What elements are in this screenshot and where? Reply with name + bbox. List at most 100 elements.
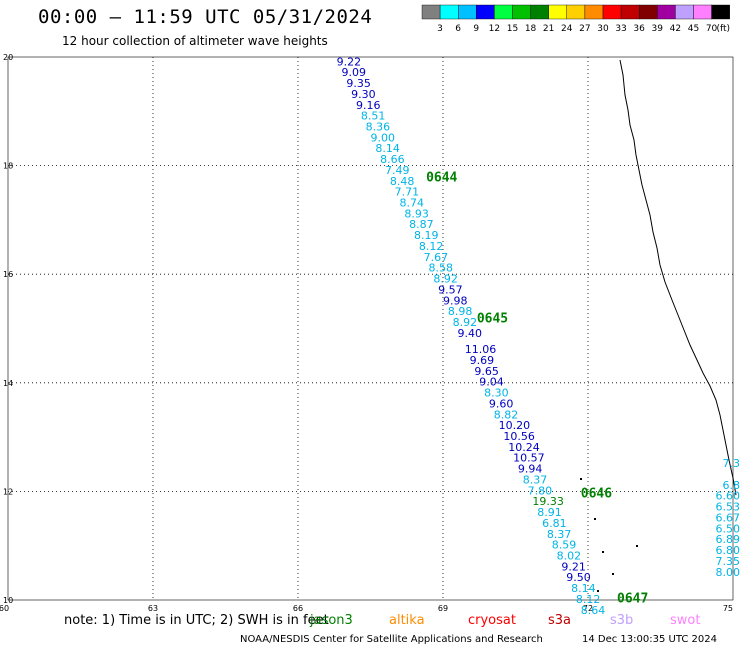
wave-height-label: 9.57 [438, 283, 463, 296]
legend-label: 15 [507, 24, 518, 34]
legend-label: 30 [597, 24, 609, 34]
track-time-label: 0644 [426, 170, 457, 185]
wave-height-label: 8.30 [484, 387, 509, 400]
satellite-s3a: s3a [548, 613, 572, 628]
wave-height-label: 8.00 [716, 566, 740, 579]
wave-height-label: 8.74 [400, 197, 425, 210]
x-tick-label: 75 [723, 604, 733, 613]
wave-height-label: 9.98 [443, 294, 468, 307]
wave-height-label: 9.69 [470, 354, 495, 367]
legend-label: 21 [543, 24, 554, 34]
legend-swatch [711, 4, 730, 20]
wave-height-label: 7.35 [716, 555, 740, 568]
wave-height-label: 11.06 [465, 343, 497, 356]
wave-height-label: 8.92 [433, 273, 458, 286]
page-title: 00:00 – 11:59 UTC 05/31/2024 [38, 6, 373, 28]
y-tick-label: 10 [3, 596, 13, 605]
island [612, 573, 614, 575]
island [594, 518, 596, 520]
wave-height-label: 9.40 [458, 327, 483, 340]
satellite-s3b: s3b [610, 613, 634, 628]
wave-height-label: 6.50 [716, 522, 740, 535]
y-tick-label: 14 [3, 379, 13, 388]
wave-height-label: 8.92 [453, 316, 478, 329]
wave-height-label: 9.65 [474, 365, 499, 378]
map-frame [7, 56, 734, 601]
wave-height-label: 8.93 [404, 207, 429, 220]
wave-height-label: 7.80 [528, 484, 553, 497]
footer-timestamp: 14 Dec 13:00:35 UTC 2024 [582, 634, 717, 645]
island [580, 478, 582, 480]
track-time-label: 0645 [477, 312, 508, 327]
legend-swatch [421, 4, 441, 20]
x-tick-label: 72 [583, 604, 593, 613]
wave-height-label: 8.82 [494, 408, 519, 421]
y-tick-label: 16 [3, 270, 13, 279]
wave-height-label: 8.12 [419, 240, 444, 253]
legend-swatch [566, 4, 586, 20]
satellite-track: 9.229.099.359.309.168.518.369.008.148.66… [337, 55, 606, 616]
wave-height-label: 8.98 [448, 305, 473, 318]
wave-height-label: 9.22 [337, 55, 362, 68]
wave-height-label: 10.57 [513, 452, 545, 465]
legend-label: 70 [706, 24, 718, 34]
legend-swatch [693, 4, 712, 20]
island [597, 590, 599, 592]
y-tick-label: 12 [3, 487, 13, 496]
legend-label: 24 [561, 24, 573, 34]
wave-height-label: 8.14 [571, 582, 596, 595]
wave-height-label: 9.50 [566, 571, 591, 584]
wave-height-label: 8.02 [557, 549, 582, 562]
coastline-india [619, 59, 737, 496]
legend-swatch [620, 4, 640, 20]
wave-height-label: 8.91 [537, 506, 562, 519]
wave-height-label: 10.20 [499, 419, 531, 432]
wave-height-label: 19.33 [532, 495, 564, 508]
wave-height-label: 6.60 [716, 490, 740, 503]
wave-height-label: 8.12 [576, 593, 601, 606]
wave-height-label: 6.80 [716, 544, 740, 557]
track-time-label: 0647 [617, 591, 648, 606]
wave-height-label: 8.51 [361, 110, 386, 123]
wave-height-label: 8.37 [523, 473, 548, 486]
wave-height-label: 9.21 [561, 560, 586, 573]
coastline [580, 59, 737, 592]
satellite-cryosat: cryosat [468, 613, 516, 628]
wave-height-label: 8.48 [390, 175, 415, 188]
wave-height-label: 10.56 [503, 430, 534, 443]
satellite-track-east: 7.3 6.86.606.536.676.506.896.807.358.00 [716, 457, 740, 579]
track-time-label: 0646 [581, 486, 612, 501]
legend-swatch [657, 4, 676, 20]
wave-height-label: 8.64 [581, 604, 606, 617]
y-tick-label: 18 [3, 162, 13, 171]
x-tick-label: 66 [293, 604, 303, 613]
footer-credit: NOAA/NESDIS Center for Satellite Applica… [240, 634, 543, 645]
x-tick-label: 69 [438, 604, 448, 613]
wave-height-label: 7.67 [424, 251, 449, 264]
satellite-jason3: jason3 [310, 613, 353, 628]
wave-height-label: 7.71 [395, 186, 420, 199]
wave-height-label: 6.81 [542, 517, 567, 530]
wave-height-label: 8.37 [547, 528, 572, 541]
wave-height-label: 7.3 [723, 457, 740, 470]
wave-height-label: 9.30 [351, 88, 376, 101]
legend-label: 42 [670, 24, 681, 34]
legend-label: 3 [437, 24, 443, 34]
legend-swatch [458, 4, 477, 20]
legend-swatch [494, 4, 513, 20]
legend-label: 6 [455, 24, 461, 34]
island [602, 551, 604, 553]
legend-swatch [639, 4, 658, 20]
wave-height-label: 9.04 [479, 376, 504, 389]
x-tick-label: 60 [0, 604, 9, 613]
wave-height-label: 9.35 [346, 77, 371, 90]
wave-height-label: 9.09 [342, 66, 367, 79]
legend-label: 27 [579, 24, 590, 34]
legend-swatch [439, 4, 459, 20]
x-tick-label: 63 [148, 604, 158, 613]
legend-swatch [675, 4, 694, 20]
wave-height-label: 9.00 [371, 131, 396, 144]
wave-height-label: 8.59 [552, 539, 577, 552]
legend-label: 36 [633, 24, 645, 34]
